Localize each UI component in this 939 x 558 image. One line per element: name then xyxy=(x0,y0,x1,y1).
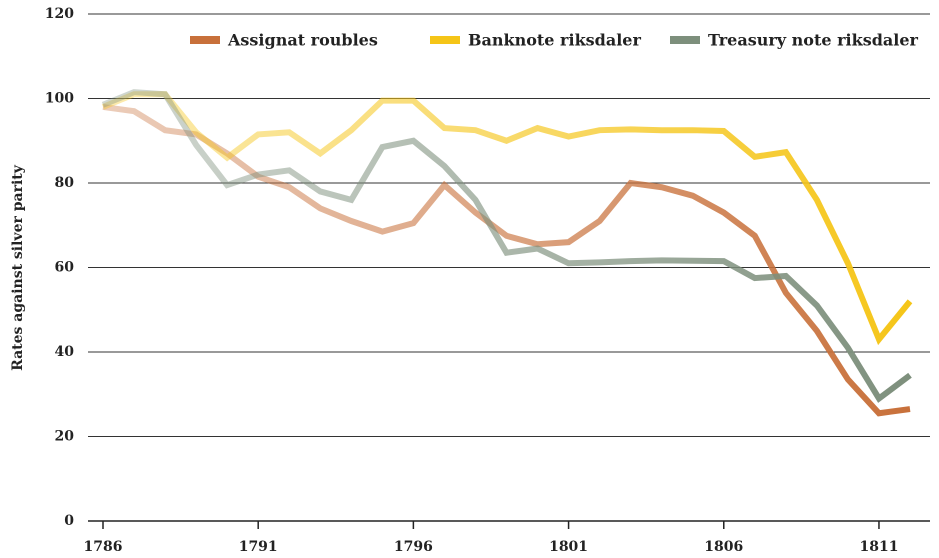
legend: Assignat roubles Banknote riksdaler Treasu… xyxy=(190,31,919,50)
x-tick-label: 1796 xyxy=(394,539,433,555)
x-tick-label: 1791 xyxy=(239,539,278,555)
y-axis-label: Rates against silver parity xyxy=(10,164,26,371)
legend-swatch xyxy=(430,36,460,44)
legend-swatch xyxy=(190,36,220,44)
series-line xyxy=(101,89,912,403)
x-tick-label: 1786 xyxy=(84,539,123,555)
y-tick-label: 120 xyxy=(45,6,74,22)
y-tick-label: 80 xyxy=(55,175,75,191)
x-tick-label: 1806 xyxy=(704,539,743,555)
legend-label: Treasury note riksdaler xyxy=(708,31,919,50)
y-tick-label: 0 xyxy=(64,513,74,529)
legend-label: Banknote riksdaler xyxy=(468,31,641,50)
x-tick-label: 1801 xyxy=(549,539,588,555)
y-tick-label: 20 xyxy=(55,429,75,445)
y-tick-label: 100 xyxy=(45,91,74,107)
legend-swatch xyxy=(670,36,700,44)
y-tick-label: 60 xyxy=(55,260,75,276)
y-tick-label: 40 xyxy=(55,344,75,360)
x-tick-label: 1811 xyxy=(859,539,898,555)
legend-label: Assignat roubles xyxy=(227,31,378,50)
series-line xyxy=(101,91,913,346)
